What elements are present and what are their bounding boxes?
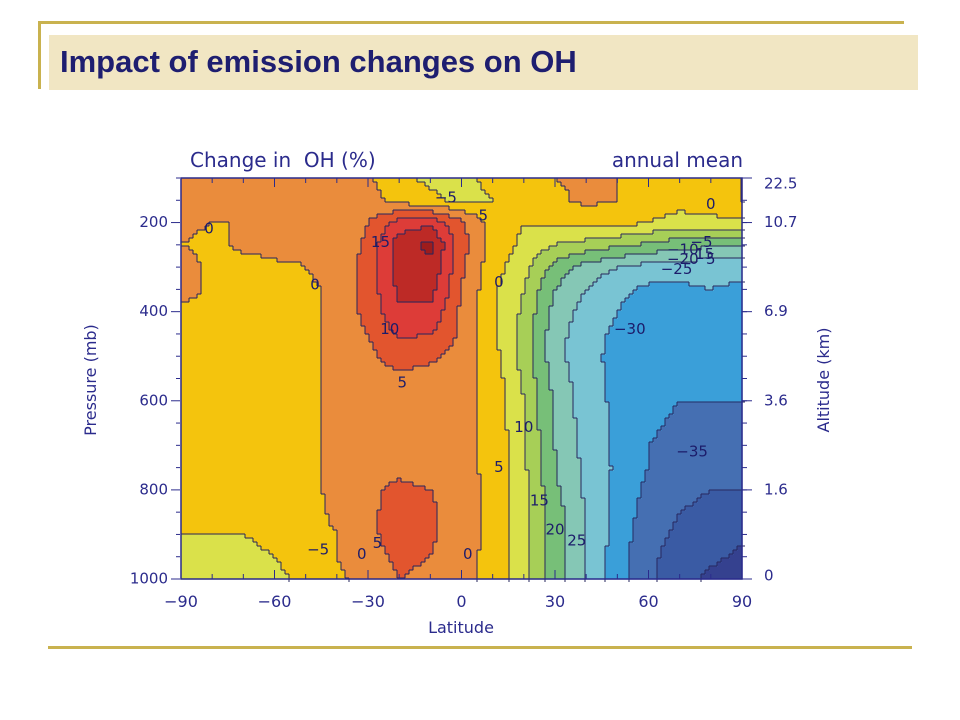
x-tick-label: 0 (456, 592, 466, 611)
top-rule (38, 21, 904, 24)
y2-tick-label: 0 (764, 567, 774, 585)
contour-label: 0 (706, 195, 716, 213)
contour-lines (181, 178, 745, 582)
contour-band-13 (393, 226, 446, 303)
contour-label: 10 (514, 418, 533, 436)
chart-title: Change in OH (%) (190, 148, 376, 172)
contour-label: −35 (676, 443, 708, 461)
y-axis: 200 400 600 800 1000 (130, 177, 180, 588)
contour-label: 0 (204, 220, 214, 238)
contour-label: 20 (545, 520, 564, 538)
y-axis-label: Pressure (mb) (81, 324, 100, 436)
contour-label: 15 (371, 233, 390, 251)
contour-label: 5 (494, 458, 504, 476)
x-axis: −90 −60 −30 0 30 60 90 (164, 178, 752, 611)
y2-tick-label: 3.6 (764, 391, 788, 409)
y-tick-label: 1000 (130, 570, 168, 588)
x-tick-label: 30 (545, 592, 565, 611)
page-title: Impact of emission changes on OH (60, 44, 577, 79)
y-tick-label: 800 (139, 480, 168, 498)
contour-band-12 (377, 218, 454, 339)
y2-tick-label: 1.6 (764, 480, 788, 498)
contour-band-6 (533, 238, 743, 580)
x-tick-label: −30 (351, 592, 385, 611)
contour-label: 10 (380, 320, 399, 338)
contour-label: 5 (398, 373, 408, 391)
contour-band-1 (657, 490, 743, 580)
contour-label: 5 (479, 206, 489, 224)
x-tick-label: 60 (638, 592, 658, 611)
contour-band-14 (421, 242, 434, 255)
contour-label: −5 (307, 541, 329, 559)
contour-label: 5 (706, 250, 716, 268)
y2-tick-label: 10.7 (764, 213, 797, 231)
y-tick-label: 600 (139, 391, 168, 409)
title-band (49, 35, 918, 90)
x-tick-label: 90 (732, 592, 752, 611)
contour-band-7 (517, 230, 743, 580)
contour-label: 15 (695, 245, 714, 263)
contour-label: 0 (494, 273, 504, 291)
contour-band-8 (181, 178, 743, 580)
y2-tick-label: 22.5 (764, 175, 797, 193)
x-axis-label: Latitude (428, 618, 494, 637)
bottom-rule (48, 646, 912, 649)
y-tick-label: 400 (139, 302, 168, 320)
y-tick-label: 200 (139, 213, 168, 231)
contour-band-5 (545, 246, 743, 580)
contour-label: −10 (667, 241, 699, 259)
x-tick-label: −90 (164, 592, 198, 611)
left-rule (38, 21, 41, 89)
x-tick-label: −60 (258, 592, 292, 611)
contour-label: −30 (614, 320, 646, 338)
contour-band-3 (601, 282, 743, 580)
contour-label: −5 (435, 189, 457, 207)
contour-label: 15 (530, 492, 549, 510)
chart-subtitle: annual mean (612, 148, 743, 172)
contour-label: 0 (310, 275, 320, 293)
contour-field (181, 178, 745, 582)
contour-label: −5 (690, 233, 712, 251)
altitude-axis: 0 1.6 3.6 6.9 10.7 22.5 (742, 175, 797, 585)
contour-label: −20 (667, 250, 699, 268)
y2-tick-label: 6.9 (764, 302, 788, 320)
contour-label: 0 (463, 545, 473, 563)
altitude-axis-label: Altitude (km) (814, 328, 833, 433)
contour-band-2 (629, 402, 743, 580)
contour-label: 5 (373, 534, 383, 552)
contour-label: 25 (567, 532, 586, 550)
contour-label: −25 (661, 260, 693, 278)
contour-label: 0 (357, 545, 367, 563)
